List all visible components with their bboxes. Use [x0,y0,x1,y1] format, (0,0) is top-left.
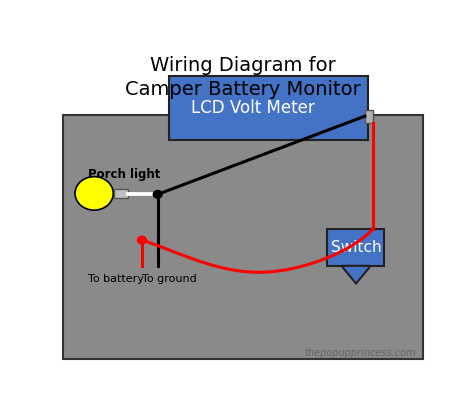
Text: Switch: Switch [330,240,381,255]
Text: Wiring Diagram for
Camper Battery Monitor: Wiring Diagram for Camper Battery Monito… [125,56,361,99]
Polygon shape [341,266,371,283]
Text: To ground: To ground [142,274,197,284]
Text: thepopupprincess.com: thepopupprincess.com [304,347,416,357]
Text: To battery: To battery [88,274,144,284]
Text: Porch light: Porch light [88,168,160,181]
FancyBboxPatch shape [328,229,384,266]
FancyBboxPatch shape [114,189,128,198]
FancyBboxPatch shape [365,110,373,122]
Text: LCD Volt Meter: LCD Volt Meter [191,99,315,117]
Circle shape [75,177,113,210]
FancyBboxPatch shape [63,115,423,359]
Circle shape [137,236,146,244]
FancyBboxPatch shape [169,76,368,140]
Circle shape [153,191,162,198]
